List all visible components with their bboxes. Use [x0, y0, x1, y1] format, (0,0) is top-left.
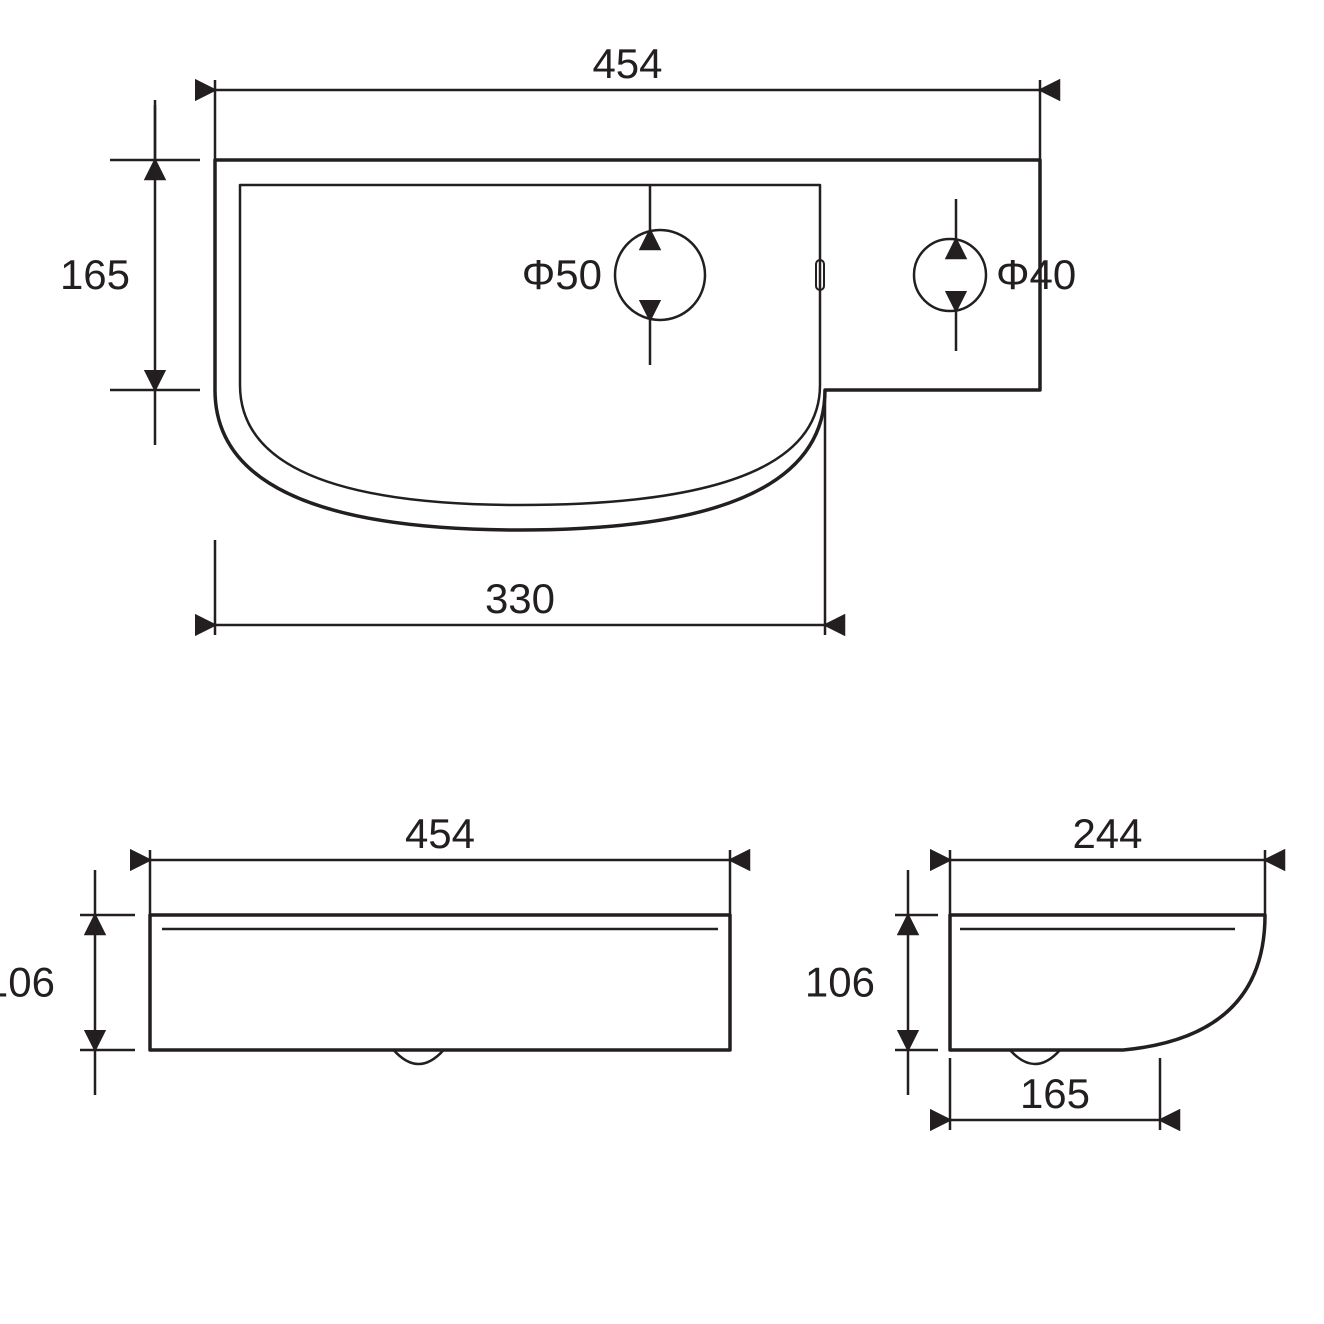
side-view-outline — [950, 915, 1265, 1050]
svg-text:165: 165 — [1020, 1070, 1090, 1117]
dim-106a: 106 — [0, 959, 55, 1006]
top-view-basin — [240, 185, 820, 505]
svg-text:330: 330 — [485, 575, 555, 622]
drain-hole — [615, 230, 705, 320]
top-view-outline — [215, 160, 1040, 530]
dim-phi40: Φ40 — [996, 251, 1076, 298]
dim-phi50: Φ50 — [522, 251, 602, 298]
dim-165: 165 — [60, 251, 130, 298]
front-view-outline — [150, 915, 730, 1050]
svg-text:244: 244 — [1072, 810, 1142, 857]
svg-text:454: 454 — [405, 810, 475, 857]
dim-106b: 106 — [805, 959, 875, 1006]
svg-text:454: 454 — [592, 40, 662, 87]
tap-hole — [914, 239, 986, 311]
